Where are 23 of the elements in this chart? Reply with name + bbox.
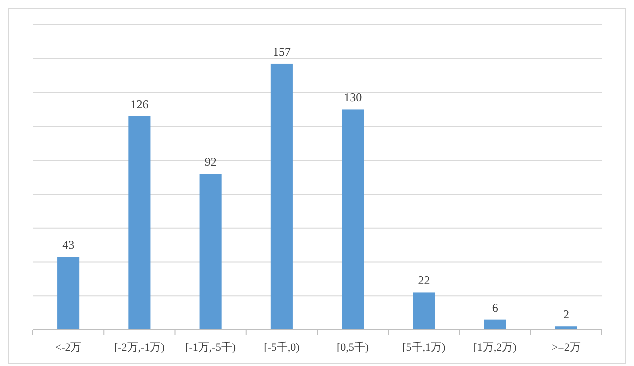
bar <box>270 64 293 330</box>
data-label: 126 <box>130 98 149 112</box>
bar <box>484 320 506 330</box>
data-label: 2 <box>563 308 570 322</box>
data-label: 92 <box>204 155 217 170</box>
x-tick-label: [1万,2万) <box>474 342 518 354</box>
x-tick-label: [0,5千) <box>337 341 370 354</box>
x-tick-label: [-1万,-5千) <box>186 341 236 354</box>
data-label: 43 <box>62 238 75 252</box>
x-tick-label: [-5千,0) <box>264 341 300 354</box>
bar <box>128 116 151 330</box>
data-label: 6 <box>492 300 498 315</box>
x-tick-label: <-2万 <box>55 342 82 354</box>
bar <box>342 110 364 330</box>
x-tick-label: [-2万,-1万) <box>114 342 166 354</box>
x-tick-label: >=2万 <box>552 342 581 354</box>
bar <box>58 257 80 330</box>
x-tick-label: [5千,1万) <box>402 341 446 354</box>
bar <box>413 292 436 330</box>
data-label: 157 <box>272 44 291 59</box>
data-label: 130 <box>344 90 362 105</box>
data-label: 22 <box>418 274 430 288</box>
bar <box>200 174 222 330</box>
